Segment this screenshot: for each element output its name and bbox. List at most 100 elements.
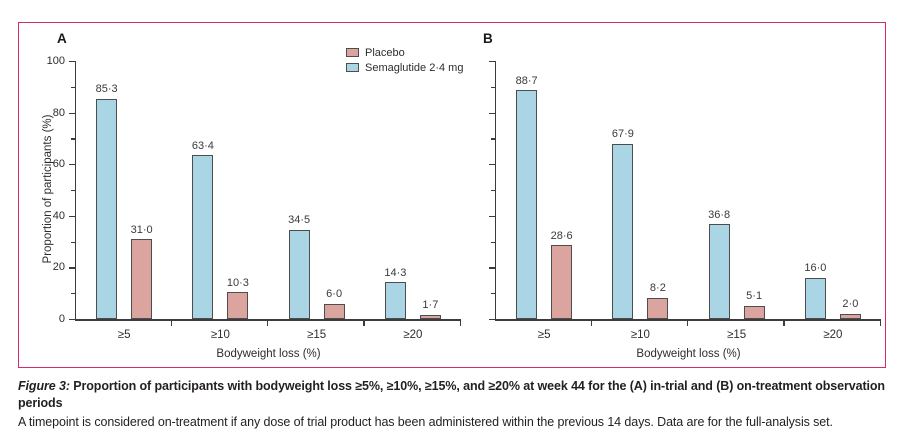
placebo-bar [743,305,765,319]
bar-value-label: 88·7 [515,74,538,87]
y-major-tick [488,61,495,63]
bar-value-label: 28·6 [550,229,573,242]
bar-value-label: 31·0 [130,223,153,236]
x-axis-title: Bodyweight loss (%) [216,348,321,360]
y-axis [494,61,496,321]
x-category-label: ≥15 [307,329,327,341]
legend-label: Placebo [365,46,405,59]
placebo-swatch-icon [346,48,359,57]
y-tick-label: 20 [52,261,65,274]
semaglutide-bar [708,224,730,319]
y-major-tick [68,215,75,218]
y-axis [74,61,76,321]
x-tick [170,320,173,326]
placebo-bar [551,245,573,319]
semaglutide-bar [804,277,826,319]
semaglutide-bar [516,90,538,319]
caption-title-text: Proportion of participants with bodyweig… [18,379,885,410]
x-category-label: ≥20 [823,329,843,341]
y-minor-tick [71,138,75,140]
bar-value-label: 67·9 [611,128,634,141]
x-category-label: ≥5 [537,329,551,341]
x-tick [459,320,461,326]
semaglutide-swatch-icon [346,63,359,72]
placebo-bar [131,239,153,319]
y-major-tick [68,319,75,321]
bar-value-label: 36·8 [708,208,731,221]
x-axis [74,319,461,321]
y-minor-tick [71,293,75,295]
x-category-label: ≥15 [727,329,747,341]
y-tick-label: 40 [52,209,65,222]
y-minor-tick [71,241,75,243]
placebo-bar [227,292,249,319]
x-tick [590,320,593,326]
semaglutide-bar [612,143,634,319]
y-minor-tick [491,293,495,295]
placebo-bar [839,313,861,319]
bar-value-label: 16·0 [804,262,827,275]
caption-title: Figure 3: Proportion of participants wit… [18,378,886,412]
caption-note: A timepoint is considered on-treatment i… [18,415,833,429]
panel-a: A 0 20 40 60 80 100 Proportion of participants … [19,23,885,367]
semaglutide-bar [96,98,118,319]
panel-label-a: A [57,31,67,46]
bar-value-label: 14·3 [384,266,407,279]
bar-value-label: 2·0 [842,298,859,311]
y-major-tick [68,112,75,114]
placebo-bar [323,303,345,319]
y-minor-tick [71,190,75,192]
semaglutide-bar [384,282,406,319]
bar-value-label: 1·7 [422,299,439,312]
y-minor-tick [491,190,495,192]
y-major-tick [488,164,495,166]
y-major-tick [488,215,495,218]
y-major-tick [68,164,75,166]
legend: Placebo Semaglutide 2·4 mg [346,45,463,75]
x-tick [879,320,881,326]
x-tick [363,320,365,326]
panel-label-b: B [483,31,493,46]
bar-value-label: 34·5 [288,214,311,227]
y-major-tick [68,267,75,269]
y-tick-label: 100 [46,55,65,67]
figure-caption: Figure 3: Proportion of participants wit… [18,378,886,430]
x-category-label: ≥10 [630,329,650,341]
bar-value-label: 6·0 [326,288,343,301]
y-tick-label: 0 [58,313,65,325]
y-major-tick [488,319,495,321]
semaglutide-bar [288,229,310,319]
bar-value-label: 10·3 [226,276,249,289]
x-axis-title: Bodyweight loss (%) [636,348,741,360]
placebo-bar [419,314,441,319]
x-category-label: ≥20 [403,329,423,341]
y-minor-tick [491,86,495,88]
figure-number: Figure 3: [18,379,70,393]
x-axis [494,319,881,321]
legend-label: Semaglutide 2·4 mg [365,61,464,74]
y-major-tick [488,112,495,114]
x-tick [267,320,269,326]
y-major-tick [488,267,495,269]
x-tick [783,320,785,326]
semaglutide-bar [192,155,214,319]
y-tick-label: 60 [52,158,65,171]
legend-item-semaglutide: Semaglutide 2·4 mg [346,60,463,75]
x-tick [687,320,689,326]
figure-3-chart: A 0 20 40 60 80 100 Proportion of participants … [18,22,886,368]
x-category-label: ≥5 [117,329,131,341]
y-minor-tick [491,138,495,140]
bar-value-label: 63·4 [191,139,214,152]
y-tick-label: 80 [52,106,65,119]
bar-value-label: 8·2 [649,282,666,295]
bar-value-label: 5·1 [746,290,763,303]
y-major-tick [68,61,75,63]
placebo-bar [647,297,669,319]
y-minor-tick [491,241,495,243]
x-category-label: ≥10 [210,329,230,341]
panel-b: B 88·7 28·6 ≥5 67·9 8·2 ≥10 36·8 5·1 ≥15 16·0 2·0 ≥2… [19,23,885,367]
y-minor-tick [71,86,75,88]
bar-value-label: 85·3 [95,83,118,96]
legend-item-placebo: Placebo [346,45,463,60]
